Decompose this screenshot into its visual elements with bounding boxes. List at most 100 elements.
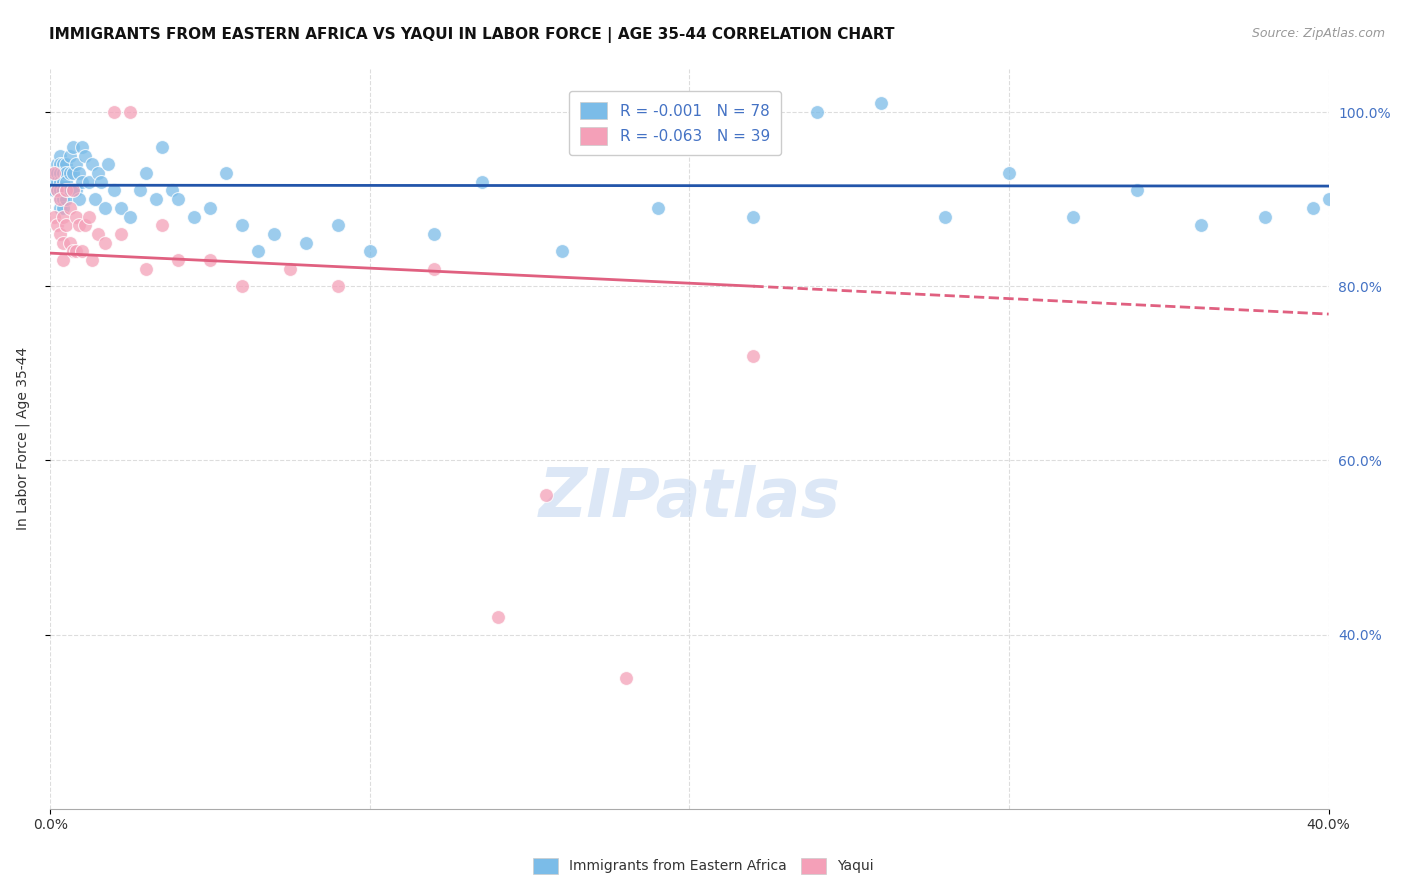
Point (278, 261, 301, 276)
Point (52, 210, 75, 224)
Point (65, 183, 87, 197)
Point (742, 210, 765, 224)
Point (93, 201, 115, 215)
Text: ZIPatlas: ZIPatlas (538, 465, 841, 531)
Point (49, 148, 72, 162)
Point (49, 166, 72, 180)
Point (52, 175, 75, 189)
Point (58, 201, 80, 215)
Point (45, 183, 67, 197)
Point (247, 244, 270, 259)
Point (55, 157, 77, 171)
Point (150, 219, 173, 233)
Point (295, 235, 318, 250)
Point (67, 166, 90, 180)
Point (62, 183, 84, 197)
Point (486, 610, 509, 624)
Point (42, 166, 65, 180)
Point (52, 192, 75, 206)
Point (75, 219, 97, 233)
Point (103, 105, 125, 120)
Point (97, 157, 120, 171)
Point (1254, 210, 1277, 224)
Point (534, 488, 557, 502)
Point (49, 201, 72, 215)
Point (135, 261, 157, 276)
Point (120, 105, 142, 120)
Point (77, 210, 100, 224)
Point (326, 279, 349, 293)
Point (1126, 183, 1149, 197)
Point (72, 140, 94, 154)
Point (167, 253, 190, 268)
Point (52, 253, 75, 268)
Point (231, 219, 253, 233)
Point (198, 201, 221, 215)
Point (49, 183, 72, 197)
Point (62, 244, 84, 259)
Point (614, 671, 637, 685)
Point (87, 166, 110, 180)
Point (263, 227, 285, 241)
Point (45, 183, 67, 197)
Point (45, 166, 67, 180)
Point (58, 148, 80, 162)
Point (145, 192, 167, 206)
Point (42, 175, 65, 189)
Point (55, 192, 77, 206)
Point (67, 219, 90, 233)
Point (45, 157, 67, 171)
Point (42, 166, 65, 180)
Point (55, 219, 77, 233)
Point (870, 96, 893, 111)
Point (45, 175, 67, 189)
Point (52, 166, 75, 180)
Point (183, 210, 205, 224)
Point (49, 192, 72, 206)
Point (65, 157, 87, 171)
Point (77, 175, 100, 189)
Point (742, 349, 765, 363)
Point (42, 210, 65, 224)
Point (62, 183, 84, 197)
Point (215, 166, 238, 180)
Point (120, 210, 142, 224)
Point (49, 157, 72, 171)
Point (87, 227, 110, 241)
Point (52, 183, 75, 197)
Point (62, 166, 84, 180)
Point (93, 235, 115, 250)
Point (1189, 219, 1212, 233)
Point (49, 175, 72, 189)
Point (58, 166, 80, 180)
Point (80, 253, 103, 268)
Point (423, 261, 446, 276)
Point (72, 175, 94, 189)
Text: IMMIGRANTS FROM EASTERN AFRICA VS YAQUI IN LABOR FORCE | AGE 35-44 CORRELATION C: IMMIGRANTS FROM EASTERN AFRICA VS YAQUI … (49, 27, 894, 43)
Point (934, 210, 956, 224)
Point (67, 192, 90, 206)
Point (231, 279, 253, 293)
Point (90, 175, 112, 189)
Point (806, 105, 828, 120)
Point (49, 227, 72, 241)
Point (75, 148, 97, 162)
Point (55, 166, 77, 180)
Legend: R = -0.001   N = 78, R = -0.063   N = 39: R = -0.001 N = 78, R = -0.063 N = 39 (569, 91, 780, 155)
Point (110, 227, 132, 241)
Point (42, 183, 65, 197)
Point (1317, 192, 1340, 206)
Point (150, 140, 173, 154)
Point (55, 183, 77, 197)
Point (52, 201, 75, 215)
Point (647, 201, 669, 215)
Point (55, 183, 77, 197)
Point (80, 157, 103, 171)
Point (128, 183, 150, 197)
Point (55, 175, 77, 189)
Point (198, 253, 221, 268)
Point (58, 183, 80, 197)
Point (326, 219, 349, 233)
Point (110, 201, 132, 215)
Point (423, 227, 446, 241)
